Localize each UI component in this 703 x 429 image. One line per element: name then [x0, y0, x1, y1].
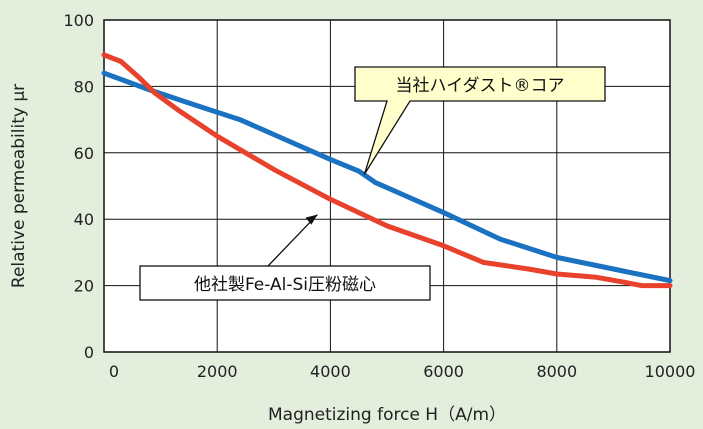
y-tick-label: 40 — [74, 210, 94, 229]
y-axis-title: Relative permeability μr — [9, 84, 29, 288]
y-tick-label: 100 — [63, 11, 94, 30]
callout-label-own-core: 当社ハイダスト®コア — [396, 76, 565, 96]
x-tick-label: 4000 — [310, 362, 351, 381]
y-tick-label: 20 — [74, 277, 94, 296]
x-tick-labels: 0 2000 4000 6000 8000 10000 — [109, 362, 696, 381]
callout-arrow-line — [267, 214, 318, 267]
callout-arrow-head — [305, 214, 318, 225]
x-tick-label: 10000 — [645, 362, 696, 381]
series-lines — [101, 52, 673, 289]
x-tick-label: 6000 — [423, 362, 464, 381]
x-tick-label: 0 — [109, 362, 119, 381]
x-axis-title: Magnetizing force H（A/m） — [268, 405, 506, 425]
callout-box-competitor-core — [139, 265, 431, 301]
series-line-own-core — [101, 70, 673, 284]
callout-bubble-own-core — [354, 66, 606, 175]
series-line-competitor-core — [101, 52, 673, 289]
y-tick-label: 80 — [74, 77, 94, 96]
x-tick-label: 2000 — [197, 362, 238, 381]
x-tick-label: 8000 — [536, 362, 577, 381]
y-tick-label: 60 — [74, 144, 94, 163]
y-tick-label: 0 — [84, 343, 94, 362]
y-tick-labels: 0 20 40 60 80 100 — [63, 11, 94, 362]
callout-label-competitor-core: 他社製Fe-Al-Si圧粉磁心 — [194, 275, 376, 295]
